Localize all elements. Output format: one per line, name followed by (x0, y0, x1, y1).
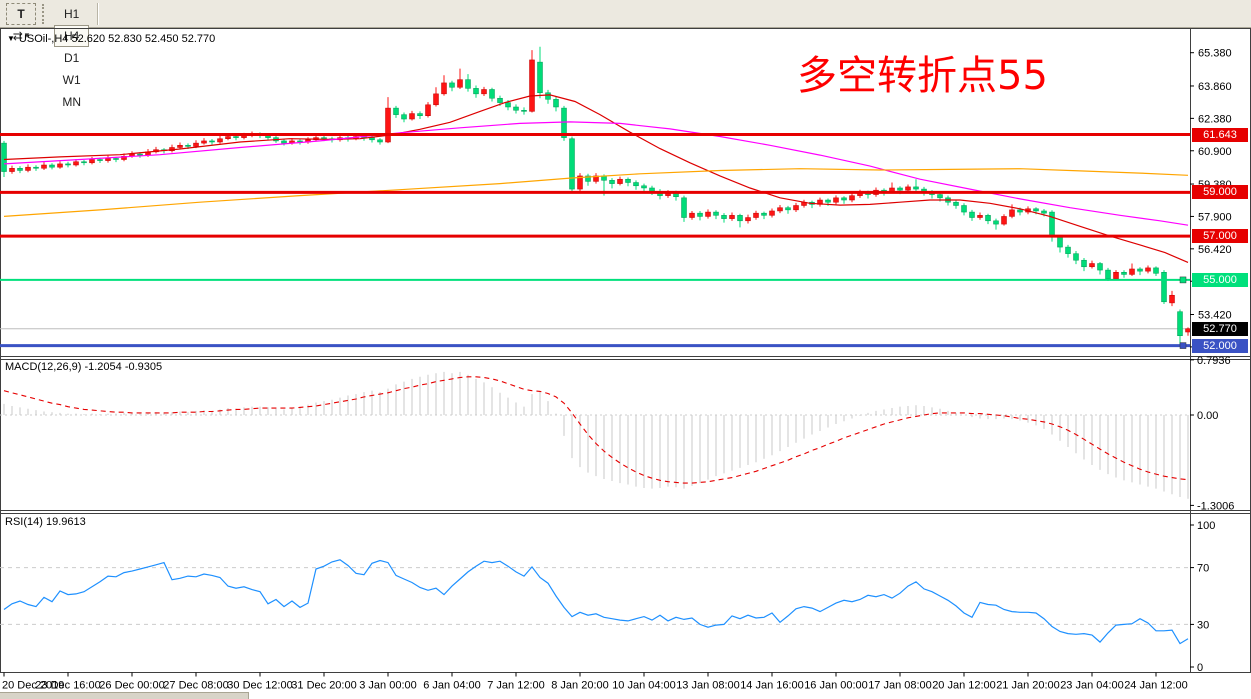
text-tool-button[interactable]: T (6, 2, 36, 25)
timeframe-button-H1[interactable]: H1 (64, 6, 80, 21)
time-label: 17 Jan 08:00 (868, 680, 932, 692)
time-label: 30 Dec 12:00 (227, 680, 292, 692)
price-badge-57.000: 57.000 (1192, 229, 1248, 244)
rsi-line (3, 559, 1189, 645)
chart-annotation[interactable]: 多空转折点55 (797, 53, 1048, 99)
time-label: 10 Jan 04:00 (612, 680, 676, 692)
macd-tick-label: 0.00 (1197, 410, 1218, 422)
rsi-tick-label: 70 (1197, 563, 1209, 575)
time-label: 16 Jan 00:00 (804, 680, 868, 692)
chart-title-text: USOil-,H4 52.620 52.830 52.450 52.770 (18, 33, 216, 45)
time-label: 21 Jan 20:00 (996, 680, 1060, 692)
timeframe-button-H4[interactable]: H4 (54, 24, 90, 47)
tool-buttons: AT⇄▾ (6, 0, 38, 47)
price-tick-label: 53.420 (1198, 310, 1232, 322)
time-label: 3 Jan 00:00 (359, 680, 417, 692)
time-label: 24 Jan 12:00 (1124, 680, 1188, 692)
price-badge-52.000: 52.000 (1192, 338, 1248, 353)
time-label: 31 Dec 20:00 (291, 680, 356, 692)
chart-canvas[interactable]: 65.38063.86062.38060.90059.38057.90056.4… (0, 28, 1251, 699)
price-tick-label: 57.900 (1198, 211, 1232, 223)
current-price-badge: 52.770 (1192, 321, 1248, 336)
macd-signal-line (3, 376, 1189, 484)
time-label: 20 Jan 12:00 (932, 680, 996, 692)
macd-tick-label: 0.7936 (1197, 355, 1231, 367)
timeframe-buttons: M1M5M15M30H1H4D1W1MN (54, 0, 92, 113)
timeframe-button-D1[interactable]: D1 (64, 50, 80, 65)
rsi-tick-label: 30 (1197, 619, 1209, 631)
price-tick-label: 63.860 (1198, 81, 1232, 93)
rsi-tick-label: 0 (1197, 662, 1203, 674)
rsi-tick-label: 100 (1197, 520, 1215, 532)
price-badge-55.000: 55.000 (1192, 272, 1248, 287)
time-label: 8 Jan 20:00 (551, 680, 609, 692)
time-label: 26 Dec 00:00 (99, 680, 164, 692)
price-tick-label: 56.420 (1198, 244, 1232, 256)
price-badge-59.000: 59.000 (1192, 185, 1248, 200)
chart-title: ▼ USOil-,H4 52.620 52.830 52.450 52.770 (7, 33, 215, 45)
toolbar: AT⇄▾ M1M5M15M30H1H4D1W1MN (0, 0, 1251, 109)
price-axis[interactable]: 65.38063.86062.38060.90059.38057.90056.4… (1190, 48, 1234, 674)
time-label: 23 Jan 04:00 (1060, 680, 1124, 692)
timeframe-button-W1[interactable]: W1 (62, 72, 81, 87)
time-label: 20 Dec 2019 (2, 680, 64, 692)
level-handle-55.000[interactable] (1179, 276, 1187, 284)
rsi-panel[interactable] (0, 559, 1190, 645)
symbol-dropdown-icon[interactable]: ▼ (7, 34, 15, 43)
time-label: 7 Jan 12:00 (487, 680, 545, 692)
time-label: 6 Jan 04:00 (423, 680, 481, 692)
time-label: 13 Jan 08:00 (676, 680, 740, 692)
price-tick-label: 62.380 (1198, 113, 1232, 125)
price-tick-label: 65.380 (1198, 48, 1232, 60)
dropdown-caret-icon: ▾ (24, 30, 30, 40)
macd-indicator-label: MACD(12,26,9) -1.2054 -0.9305 (5, 361, 163, 373)
time-label: 14 Jan 16:00 (740, 680, 804, 692)
rsi-indicator-label: RSI(14) 19.9613 (5, 516, 86, 528)
macd-tick-label: -1.3006 (1197, 500, 1234, 512)
toolbar-grip (42, 3, 48, 24)
ma-slow (3, 168, 1189, 217)
price-badge-61.643: 61.643 (1192, 127, 1248, 142)
time-label: 27 Dec 08:00 (163, 680, 228, 692)
main-price-panel[interactable] (0, 46, 1191, 349)
timeframe-button-MN[interactable]: MN (62, 94, 81, 109)
cursor-tool-button[interactable]: ⇄ ▾ (12, 28, 30, 43)
h-scrollbar-thumb[interactable] (0, 692, 249, 699)
price-tick-label: 60.900 (1198, 146, 1232, 158)
ma-mid (3, 121, 1189, 226)
level-handle-52.000[interactable] (1179, 342, 1187, 349)
macd-panel[interactable] (0, 371, 1190, 499)
time-label: 23 Dec 16:00 (35, 680, 100, 692)
toolbar-separator (97, 2, 99, 25)
